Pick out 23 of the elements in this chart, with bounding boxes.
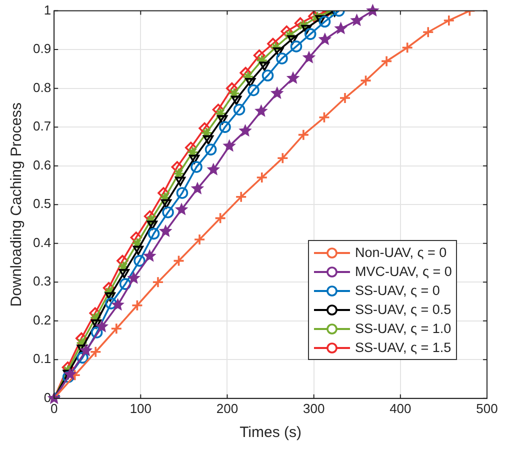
y-tick-label: 0.7 bbox=[32, 118, 52, 134]
y-tick-label: 0.9 bbox=[32, 41, 52, 56]
y-tick-label: 0.8 bbox=[32, 80, 52, 95]
x-axis-title: Times (s) bbox=[240, 424, 302, 442]
y-tick-label: 0.4 bbox=[32, 234, 52, 250]
x-tick-label: 100 bbox=[130, 400, 152, 416]
legend-label: SS-UAV, ς = 1.0 bbox=[355, 321, 452, 336]
y-tick-label: 1 bbox=[44, 2, 52, 18]
legend-label: SS-UAV, ς = 1.5 bbox=[355, 340, 452, 356]
y-tick-label: 0.1 bbox=[32, 351, 52, 366]
y-tick-label: 0.6 bbox=[32, 157, 52, 172]
y-tick-label: 0.3 bbox=[32, 274, 52, 289]
y-tick-label: 0.5 bbox=[32, 196, 52, 212]
x-tick-label: 400 bbox=[390, 400, 412, 416]
x-tick-label: 300 bbox=[302, 400, 325, 416]
legend-label: SS-UAV, ς = 0 bbox=[355, 283, 440, 298]
legend-label: Non-UAV, ς = 0 bbox=[355, 245, 447, 260]
y-tick-label: 0.2 bbox=[32, 312, 52, 328]
x-tick-label: 200 bbox=[216, 400, 238, 416]
legend-label: MVC-UAV, ς = 0 bbox=[355, 264, 452, 280]
y-axis-title: Downloading Caching Process bbox=[8, 102, 26, 307]
x-tick-label: 500 bbox=[476, 400, 498, 416]
legend-label: SS-UAV, ς = 0.5 bbox=[355, 302, 452, 318]
